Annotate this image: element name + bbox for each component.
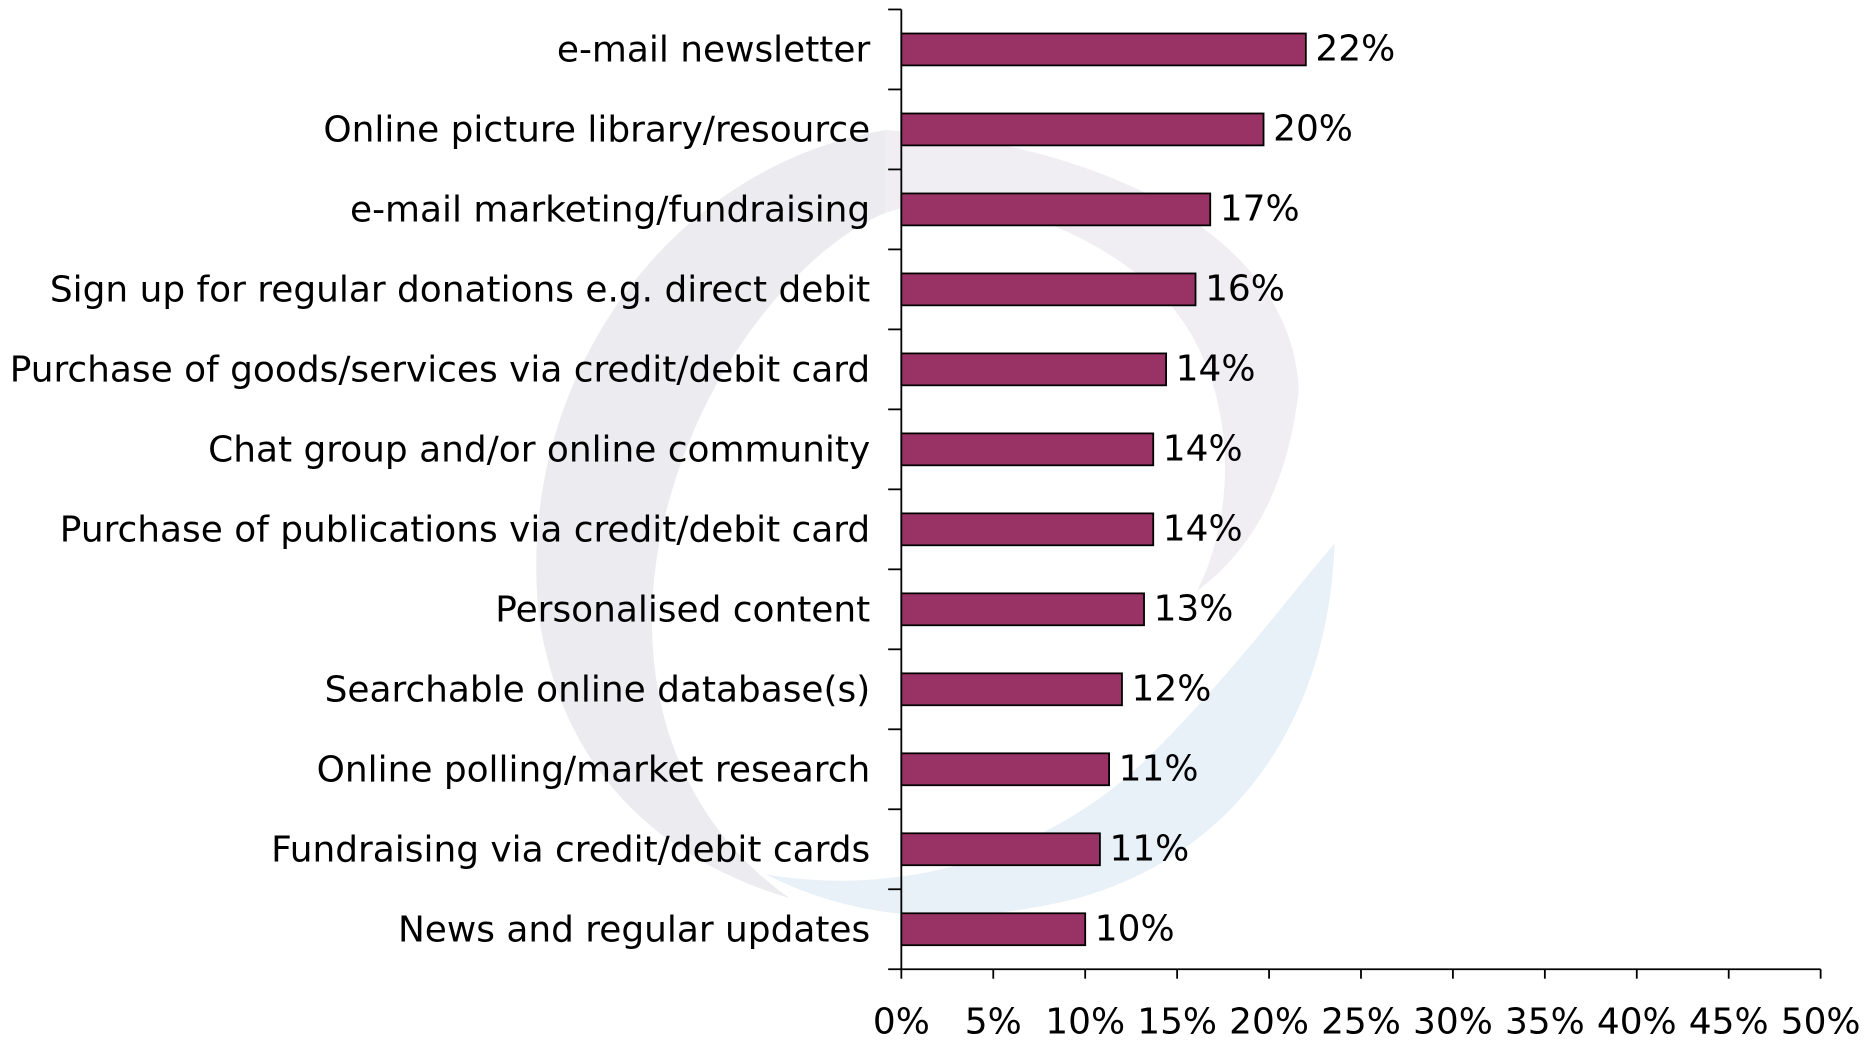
- value-label: 14%: [1176, 349, 1256, 390]
- plot: 0% 5% 10% 15% 20% 25% 30% 35% 40% 45% 50% e-mail ne…: [10, 8, 1861, 1043]
- x-tick-label: 25%: [1321, 1002, 1401, 1043]
- value-label: 17%: [1220, 189, 1300, 230]
- bar: [900, 112, 1265, 147]
- value-label: 10%: [1095, 909, 1175, 950]
- bar: [900, 432, 1155, 467]
- x-tick-label: 30%: [1413, 1002, 1493, 1043]
- category-label: Personalised content: [495, 590, 870, 631]
- category-label: Searchable online database(s): [325, 670, 871, 711]
- bar: [900, 512, 1155, 547]
- x-tick-label: 20%: [1229, 1002, 1309, 1043]
- bar: [900, 352, 1167, 387]
- category-label: Sign up for regular donations e.g. direc…: [50, 270, 870, 311]
- x-tick-label: 15%: [1137, 1002, 1217, 1043]
- watermark: [766, 543, 1335, 916]
- value-label: 12%: [1132, 669, 1212, 710]
- value-label: 20%: [1273, 109, 1353, 150]
- value-label: 22%: [1315, 29, 1395, 70]
- bar: [900, 32, 1307, 67]
- bar: [900, 192, 1212, 227]
- value-label: 16%: [1205, 269, 1285, 310]
- category-label: Online picture library/resource: [323, 110, 870, 151]
- x-tick-label: 10%: [1045, 1002, 1125, 1043]
- x-tick-label: 40%: [1597, 1002, 1677, 1043]
- category-label: Purchase of goods/services via credit/de…: [10, 350, 871, 391]
- bar: [900, 672, 1123, 707]
- x-tick-label: 5%: [965, 1002, 1022, 1043]
- bar: [900, 272, 1197, 307]
- value-label: 11%: [1119, 749, 1199, 790]
- value-label: 14%: [1163, 429, 1243, 470]
- category-label: Online polling/market research: [317, 750, 871, 791]
- watermark: [885, 130, 1299, 591]
- bar: [900, 912, 1087, 947]
- bar: [900, 752, 1110, 787]
- bar: [900, 592, 1145, 627]
- category-label: Chat group and/or online community: [208, 430, 870, 471]
- value-label: 14%: [1163, 509, 1243, 550]
- category-label: Fundraising via credit/debit cards: [271, 830, 870, 871]
- category-label: e-mail newsletter: [557, 30, 871, 71]
- value-label: 13%: [1154, 589, 1234, 630]
- category-label: News and regular updates: [398, 910, 870, 951]
- watermark: [536, 130, 886, 899]
- bar: [900, 832, 1101, 867]
- category-label: e-mail marketing/fundraising: [350, 190, 870, 231]
- x-tick-label: 50%: [1781, 1002, 1861, 1043]
- x-tick-label: 45%: [1689, 1002, 1769, 1043]
- value-label: 11%: [1109, 829, 1189, 870]
- x-tick-label: 0%: [873, 1002, 930, 1043]
- x-tick-label: 35%: [1505, 1002, 1585, 1043]
- category-label: Purchase of publications via credit/debi…: [60, 510, 870, 551]
